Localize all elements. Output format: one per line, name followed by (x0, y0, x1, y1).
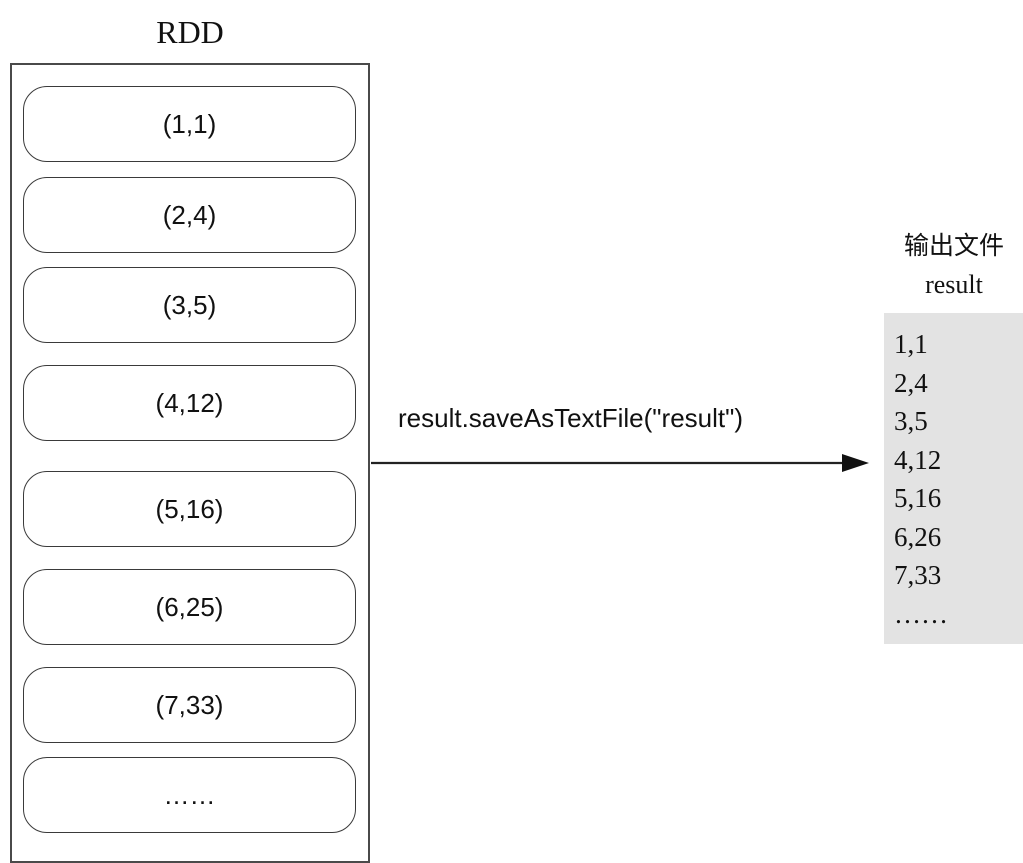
output-file-content: 1,1 2,4 3,5 4,12 5,16 6,26 7,33 …… (884, 313, 1023, 644)
rdd-record: (5,16) (23, 471, 356, 547)
output-line: 5,16 (894, 483, 942, 513)
output-line: 1,1 (894, 329, 928, 359)
rdd-record: (7,33) (23, 667, 356, 743)
rdd-record: (2,4) (23, 177, 356, 253)
output-line: 3,5 (894, 406, 928, 436)
output-line: …… (894, 598, 948, 629)
operation-label: result.saveAsTextFile("result") (398, 403, 743, 433)
output-line: 6,26 (894, 521, 942, 552)
rdd-title: RDD (156, 14, 224, 50)
output-line: 2,4 (894, 367, 928, 398)
output-filename: result (925, 270, 983, 299)
output-line: 7,33 (894, 560, 942, 590)
output-line: 4,12 (894, 444, 942, 475)
rdd-record: (6,25) (23, 569, 356, 645)
rdd-record: …… (23, 757, 356, 833)
rdd-record: (3,5) (23, 267, 356, 343)
rdd-record: (1,1) (23, 86, 356, 162)
rdd-record: (4,12) (23, 365, 356, 441)
output-title: 输出文件 (903, 231, 1004, 260)
arrow-head-icon (842, 454, 869, 472)
